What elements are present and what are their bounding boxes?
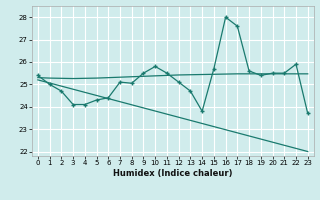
- X-axis label: Humidex (Indice chaleur): Humidex (Indice chaleur): [113, 169, 233, 178]
